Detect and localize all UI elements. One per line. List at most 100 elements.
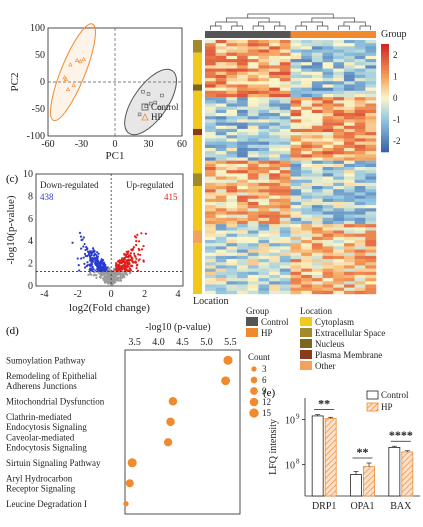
volcano-point xyxy=(123,267,126,270)
heatmap-cell xyxy=(226,255,238,260)
heatmap-cell xyxy=(333,262,345,266)
heatmap-cell xyxy=(258,97,270,101)
heatmap-cell xyxy=(226,290,238,295)
heatmap-cell xyxy=(333,109,345,114)
heatmap-cell xyxy=(290,284,302,288)
heatmap-cell xyxy=(279,176,291,180)
heatmap-cell xyxy=(205,249,216,253)
heatmap-cell xyxy=(205,201,216,206)
heatmap-cell xyxy=(205,90,216,95)
heatmap-cell xyxy=(258,249,270,253)
heatmap-cell xyxy=(205,265,216,269)
pca-x-tick: -60 xyxy=(41,139,54,150)
heatmap-cell xyxy=(311,274,323,279)
heatmap-cell xyxy=(237,252,248,257)
location-legend-swatch xyxy=(300,317,312,326)
lfq-legend-label: HP xyxy=(381,402,393,412)
heatmap-cell xyxy=(269,224,281,228)
heatmap-cell xyxy=(333,208,345,212)
heatmap-cell xyxy=(247,132,259,136)
volcano-point xyxy=(124,254,128,257)
heatmap-cell xyxy=(247,170,259,174)
heatmap-cell xyxy=(205,262,216,266)
heatmap-cell xyxy=(258,287,270,292)
heatmap-cell xyxy=(279,109,291,114)
heatmap-cell xyxy=(205,100,216,104)
pca-point-hp xyxy=(71,82,76,87)
volcano-down-label: Down-regulated xyxy=(40,180,99,190)
heatmap-cell xyxy=(247,227,259,231)
heatmap-cell xyxy=(237,151,248,155)
heatmap-cell xyxy=(258,220,270,225)
heatmap-cell xyxy=(258,284,270,288)
heatmap-cell xyxy=(301,106,313,111)
heatmap-cell xyxy=(215,119,227,123)
heatmap-cell xyxy=(247,59,259,63)
volcano-frame xyxy=(35,173,184,287)
heatmap-cell xyxy=(301,55,313,60)
heatmap-cell xyxy=(290,227,302,231)
heatmap-cell xyxy=(365,163,377,168)
heatmap-cell xyxy=(226,43,238,47)
heatmap-cell xyxy=(311,186,323,190)
volcano-point xyxy=(112,282,115,285)
heatmap-cell xyxy=(290,182,302,187)
colorbar-tick: 2 xyxy=(393,50,398,60)
volcano-point xyxy=(92,254,96,257)
heatmap-cell xyxy=(226,141,238,145)
heatmap-cell xyxy=(237,208,248,212)
heatmap-cell xyxy=(290,97,302,101)
heatmap-cell xyxy=(343,138,355,142)
heatmap-cell xyxy=(226,103,238,107)
heatmap-cell xyxy=(311,141,323,145)
heatmap-cell xyxy=(290,201,302,206)
heatmap-cell xyxy=(311,179,323,184)
heatmap-cell xyxy=(290,243,302,247)
heatmap-cell xyxy=(237,100,248,104)
volcano-point xyxy=(129,264,133,268)
heatmap-cell xyxy=(290,40,302,44)
heatmap-cell xyxy=(237,173,248,177)
heatmap-cell xyxy=(354,74,366,79)
heatmap-cell xyxy=(247,217,259,222)
heatmap-cell xyxy=(322,97,334,101)
heatmap-cell xyxy=(322,274,334,279)
heatmap-cell xyxy=(247,211,259,215)
volcano-point xyxy=(112,279,115,282)
heatmap-cell xyxy=(354,119,366,123)
heatmap-cell xyxy=(301,81,313,85)
heatmap-cell xyxy=(365,182,377,187)
heatmap-cell xyxy=(215,84,227,88)
heatmap-cell xyxy=(279,192,291,196)
dendrogram-link xyxy=(274,25,286,30)
volcano-point xyxy=(96,260,99,264)
heatmap-cell xyxy=(333,173,345,177)
heatmap-cell xyxy=(205,40,216,44)
heatmap-cell xyxy=(311,93,323,98)
heatmap-cell xyxy=(354,78,366,82)
heatmap-cell xyxy=(290,287,302,292)
heatmap-cell xyxy=(269,103,281,107)
heatmap-cell xyxy=(333,119,345,123)
pca-point-hp xyxy=(68,62,73,67)
heatmap-cell xyxy=(365,97,377,101)
heatmap-cell xyxy=(365,125,377,130)
volcano-point xyxy=(90,260,93,264)
heatmap-cell xyxy=(205,109,216,114)
heatmap-cell xyxy=(279,157,291,161)
heatmap-cell xyxy=(269,252,281,257)
heatmap-cell xyxy=(226,113,238,117)
colorbar-segment xyxy=(381,103,389,107)
heatmap-cell xyxy=(290,281,302,285)
heatmap-cell xyxy=(279,135,291,139)
heatmap-cell xyxy=(322,255,334,260)
heatmap-cell xyxy=(215,97,227,101)
heatmap-cell xyxy=(258,65,270,69)
heatmap-cell xyxy=(311,157,323,161)
volcano-y-tick: 2 xyxy=(28,259,33,270)
heatmap-cell xyxy=(333,87,345,91)
heatmap-cell xyxy=(258,163,270,168)
heatmap-cell xyxy=(247,274,259,279)
heatmap-cell xyxy=(322,122,334,126)
heatmap-cell xyxy=(279,163,291,168)
